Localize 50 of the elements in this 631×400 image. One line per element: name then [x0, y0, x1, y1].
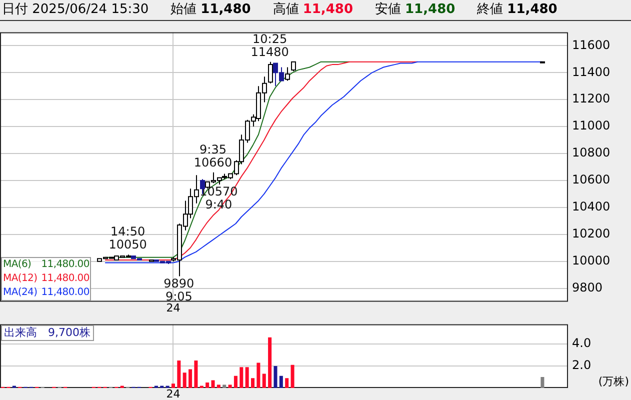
bar — [262, 374, 266, 388]
bar — [177, 360, 181, 388]
series-label: MA(6) 11,480.00 — [3, 258, 90, 272]
chart-title: 日付 2025/06/24 15:30 — [2, 2, 149, 17]
y-tick-label: 10400 — [572, 200, 610, 214]
text: 始値 11,480 — [170, 2, 251, 17]
y-tick-label: 10000 — [572, 253, 610, 268]
text: MA(12) 11,480.00 — [3, 272, 90, 286]
text: MA(24) 11,480.00 — [3, 286, 90, 300]
bar — [290, 364, 294, 388]
y-tick-label: 9800 — [572, 280, 603, 294]
bar — [228, 384, 232, 388]
annotation: 14:50 10050 — [108, 224, 147, 252]
bar — [194, 360, 198, 388]
bar — [188, 369, 192, 388]
y-tick-label: 11400 — [572, 64, 610, 79]
text: 終値 11,480 — [477, 2, 558, 17]
annotation: 9890 9:05 — [164, 276, 194, 304]
bar — [279, 376, 283, 388]
x-tick-label: 24 — [166, 301, 180, 314]
y-tick-label: 11000 — [572, 118, 610, 133]
bar — [256, 362, 260, 388]
y-tick-label: 11200 — [572, 92, 610, 106]
bar — [216, 384, 220, 388]
bar — [222, 384, 226, 388]
annotation: 10:25 11480 — [250, 32, 289, 59]
bar — [171, 384, 175, 388]
text: 高値 11,480 — [272, 2, 353, 17]
bar — [182, 372, 186, 388]
bar — [285, 378, 289, 388]
y-tick-label: 10800 — [572, 146, 610, 160]
y-tick-label: 11600 — [572, 38, 610, 52]
y-axis-title: (万株) — [598, 374, 629, 389]
y-tick-label: 4.0 — [572, 336, 592, 350]
y-tick-label: 2.0 — [572, 358, 592, 372]
bar — [540, 377, 544, 388]
bar — [274, 366, 278, 388]
bar — [211, 380, 215, 388]
bar — [234, 376, 238, 388]
annotation: 9:35 10660 — [194, 142, 232, 170]
bar — [268, 337, 272, 388]
y-tick-label: 10600 — [572, 172, 610, 187]
y-tick-label: 10200 — [572, 226, 610, 241]
chart-title: 出来高 9,700株 — [1, 325, 94, 342]
x-tick-label: 24 — [166, 387, 180, 400]
bar — [251, 378, 255, 388]
bar — [245, 367, 249, 388]
text: 安値 11,480 — [375, 2, 456, 17]
bar — [240, 367, 244, 388]
bar — [206, 382, 210, 388]
